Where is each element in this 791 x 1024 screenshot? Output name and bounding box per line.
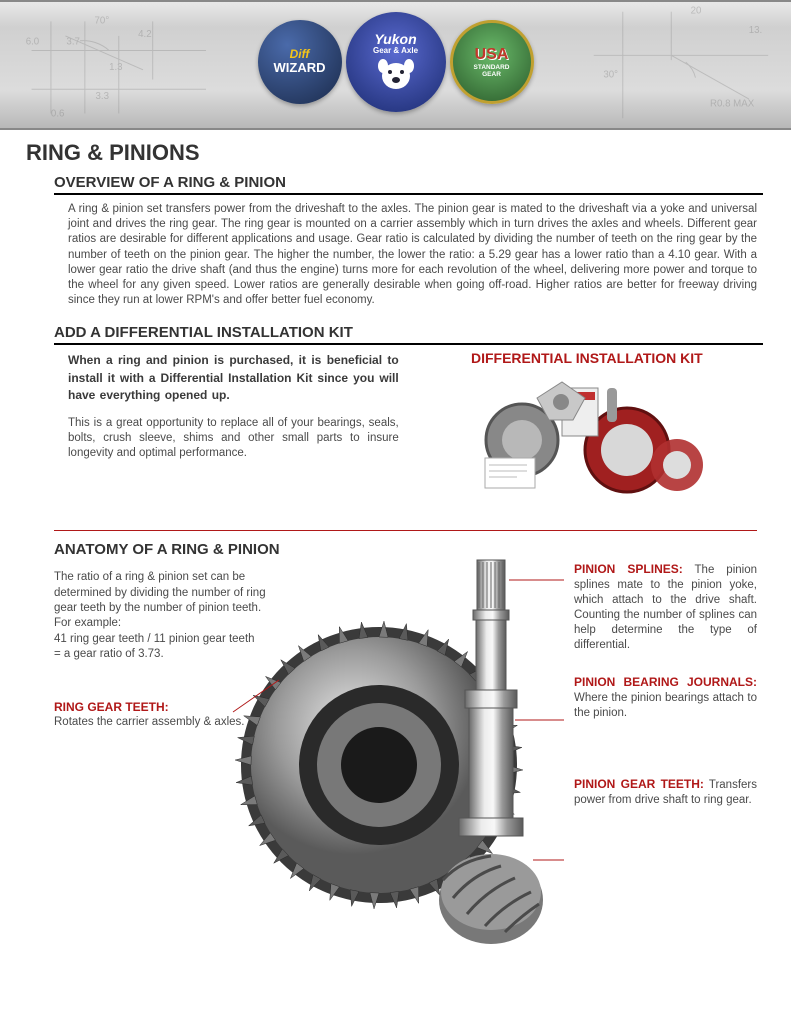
- kit-heading: ADD A DIFFERENTIAL INSTALLATION KIT: [54, 324, 763, 345]
- header-banner: 6.0 70° 3.7 4.2 1.3 3.3 0.6 20 13. 30° R…: [0, 0, 791, 130]
- overview-body: A ring & pinion set transfers power from…: [68, 202, 757, 308]
- anatomy-diagram: // generate ring gear teeth (function(){…: [284, 570, 574, 829]
- logo-diff-wizard: Diff WIZARD: [258, 20, 342, 104]
- section-divider: [54, 530, 757, 531]
- kit-bold-text: When a ring and pinion is purchased, it …: [68, 352, 399, 404]
- kit-image-title: DIFFERENTIAL INSTALLATION KIT: [417, 350, 757, 366]
- logo-row: Diff WIZARD Yukon Gear & Axle USA STANDA…: [0, 12, 791, 112]
- overview-heading: OVERVIEW OF A RING & PINION: [54, 174, 763, 195]
- logo-yukon: Yukon Gear & Axle: [346, 12, 446, 112]
- page-title: RING & PINIONS: [26, 140, 763, 166]
- kit-body-text: This is a great opportunity to replace a…: [68, 416, 399, 461]
- kit-image: [467, 370, 707, 500]
- logo-usa-standard: USA STANDARDGEAR: [450, 20, 534, 104]
